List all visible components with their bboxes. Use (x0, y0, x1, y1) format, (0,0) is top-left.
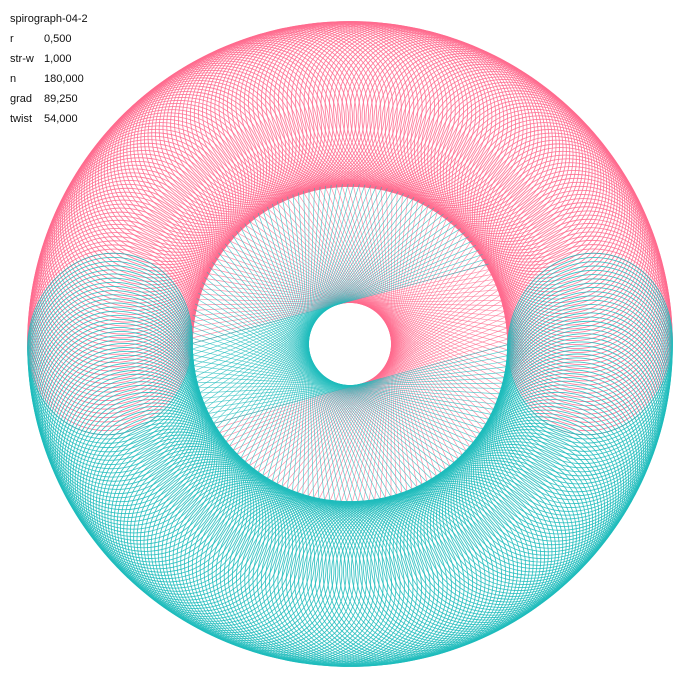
spiro-loop (27, 269, 194, 453)
spiro-loop (396, 457, 577, 626)
spirograph-teal-half (27, 183, 673, 667)
parameter-panel: spirograph-04-2 r 0,500 str-w 1,000 n 18… (10, 9, 88, 129)
param-row-twist: twist 54,000 (10, 109, 88, 129)
param-row-grad: grad 89,250 (10, 89, 88, 109)
spiro-loop (123, 62, 304, 231)
param-key: twist (10, 113, 32, 125)
spiro-loop (28, 273, 194, 457)
param-value: 0,500 (44, 33, 72, 45)
param-row-n: n 180,000 (10, 69, 88, 89)
spiro-loop (27, 252, 193, 436)
param-key: str-w (10, 53, 34, 65)
param-value: 54,000 (44, 113, 78, 125)
spirograph-pink-half (27, 21, 673, 505)
param-key: r (10, 33, 14, 45)
spiro-loop (27, 265, 194, 449)
param-value: 180,000 (44, 73, 84, 85)
spiro-loop (27, 256, 193, 440)
spiro-loop (28, 277, 194, 461)
param-value: 89,250 (44, 93, 78, 105)
param-row-r: r 0,500 (10, 29, 88, 49)
param-key: grad (10, 93, 33, 105)
spiro-loop (27, 261, 193, 444)
spiro-chord (189, 263, 489, 345)
param-row-str-w: str-w 1,000 (10, 49, 88, 69)
sketch-title: spirograph-04-2 (10, 13, 88, 25)
param-key: n (10, 73, 17, 85)
param-value: 1,000 (44, 53, 72, 65)
spiro-loop (29, 281, 195, 465)
